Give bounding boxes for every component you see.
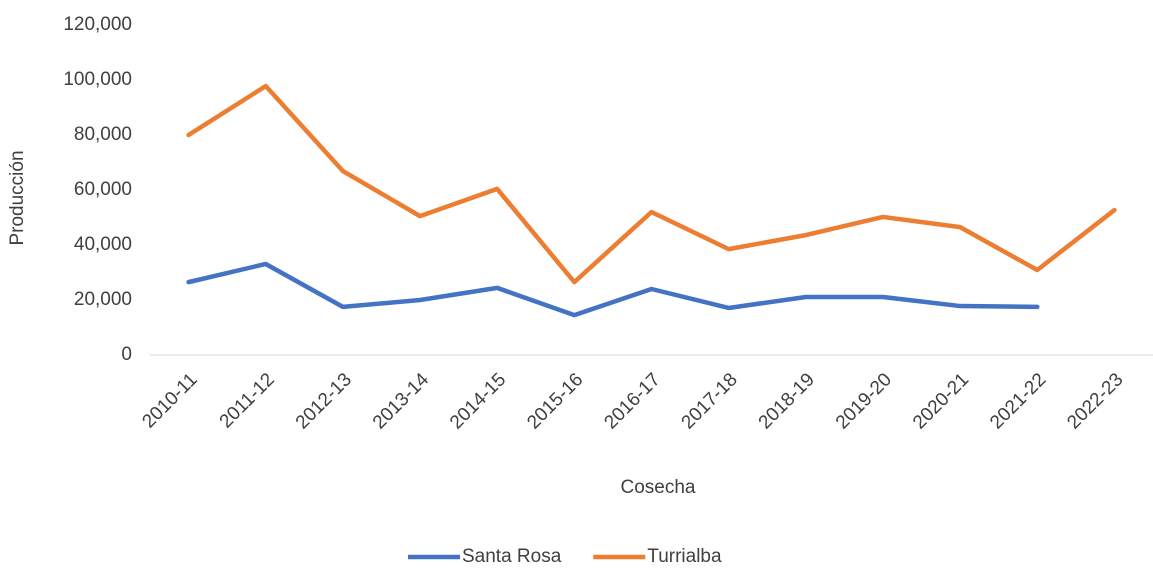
x-tick-label: 2015-16 [523,369,587,433]
y-tick-label: 40,000 [74,234,132,255]
y-tick-label: 100,000 [63,69,132,90]
x-tick-label: 2020-21 [909,369,973,433]
x-tick-label: 2010-11 [138,369,201,432]
y-tick-label: 120,000 [63,14,132,35]
x-tick-label: 2014-15 [446,369,510,433]
x-axis-label: Cosecha [621,477,696,498]
x-tick-label: 2018-19 [755,369,819,433]
x-tick-label: 2012-13 [292,369,356,433]
legend-label: Turrialba [647,546,722,567]
y-tick-label: 80,000 [74,124,132,145]
legend-label: Santa Rosa [462,546,562,567]
y-tick-label: 0 [121,344,132,365]
y-tick-label: 60,000 [74,179,132,200]
line-series [186,261,1040,318]
x-tick-label: 2019-20 [832,369,896,433]
x-tick-label: 2022-23 [1063,369,1127,433]
x-tick-label: 2016-17 [600,369,664,433]
x-tick-label: 2021-22 [986,369,1050,433]
line-series [186,83,1117,285]
x-tick-label: 2011-12 [216,369,279,432]
x-tick-label: 2013-14 [369,369,433,433]
x-tick-label: 2017-18 [678,369,742,433]
y-tick-label: 20,000 [74,289,132,310]
y-axis-label: Producción [7,150,28,245]
